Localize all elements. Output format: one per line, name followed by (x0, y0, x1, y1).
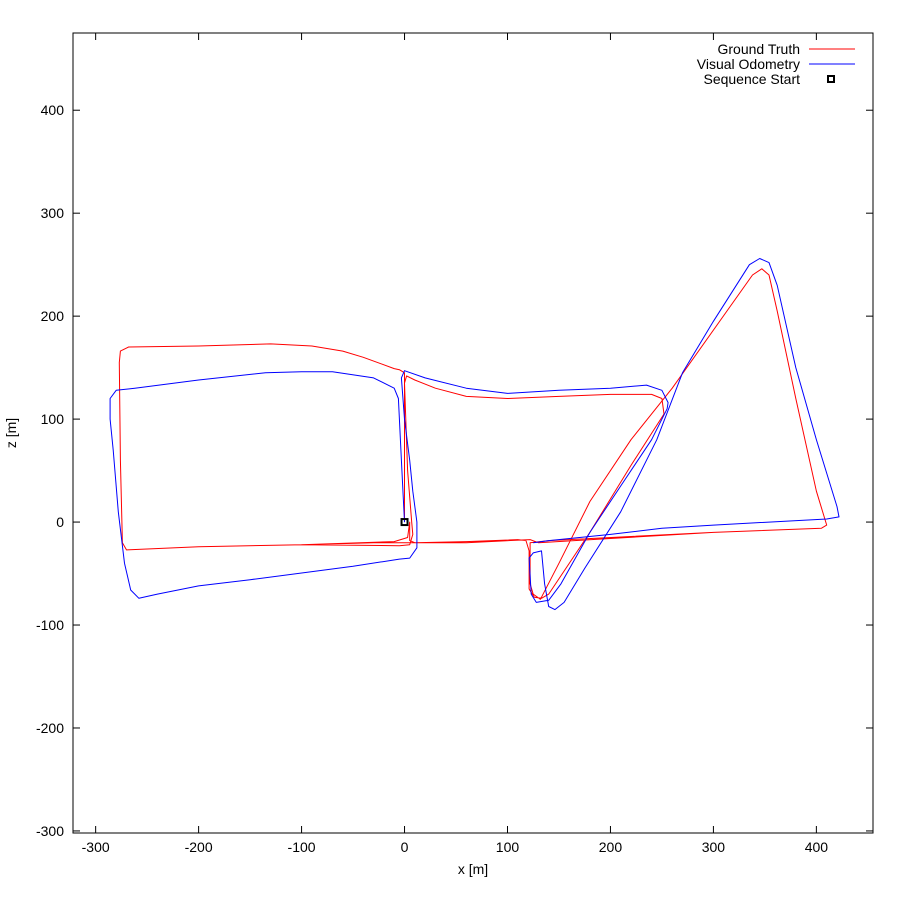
x-tick-label: 400 (805, 839, 829, 855)
x-tick-label: -200 (185, 839, 213, 855)
y-tick-label: 200 (41, 308, 65, 324)
y-tick-label: 0 (56, 514, 64, 530)
x-tick-label: 100 (496, 839, 520, 855)
y-tick-label: -200 (36, 720, 64, 736)
series-line-ground-truth (118, 268, 828, 600)
x-tick-label: -300 (82, 839, 110, 855)
series-line-visual-odometry (109, 258, 840, 611)
x-tick-label: 200 (599, 839, 623, 855)
x-tick-label: -100 (288, 839, 316, 855)
start-markers (400, 518, 409, 527)
plot-frame (72, 32, 874, 834)
legend-label: Visual Odometry (697, 56, 800, 72)
sequence-start-marker (400, 518, 409, 527)
y-tick-label: 400 (41, 102, 65, 118)
y-tick-label: -100 (36, 617, 64, 633)
trajectory-lines (109, 258, 840, 611)
y-tick-label: 100 (41, 411, 65, 427)
legend-marker-sample (827, 75, 835, 83)
x-tick-label: 0 (401, 839, 409, 855)
legend-label: Ground Truth (718, 41, 801, 57)
y-tick-label: 300 (41, 205, 65, 221)
x-tick-label: 300 (702, 839, 726, 855)
y-tick-label: -300 (36, 823, 64, 839)
axis-ticks: -300 -200 -100 0 100 200 300 400 -300 -200 -100 0 10… (36, 33, 873, 855)
x-axis-title: x [m] (458, 861, 488, 877)
y-axis-title: z [m] (3, 418, 19, 448)
legend-label: Sequence Start (703, 71, 800, 87)
